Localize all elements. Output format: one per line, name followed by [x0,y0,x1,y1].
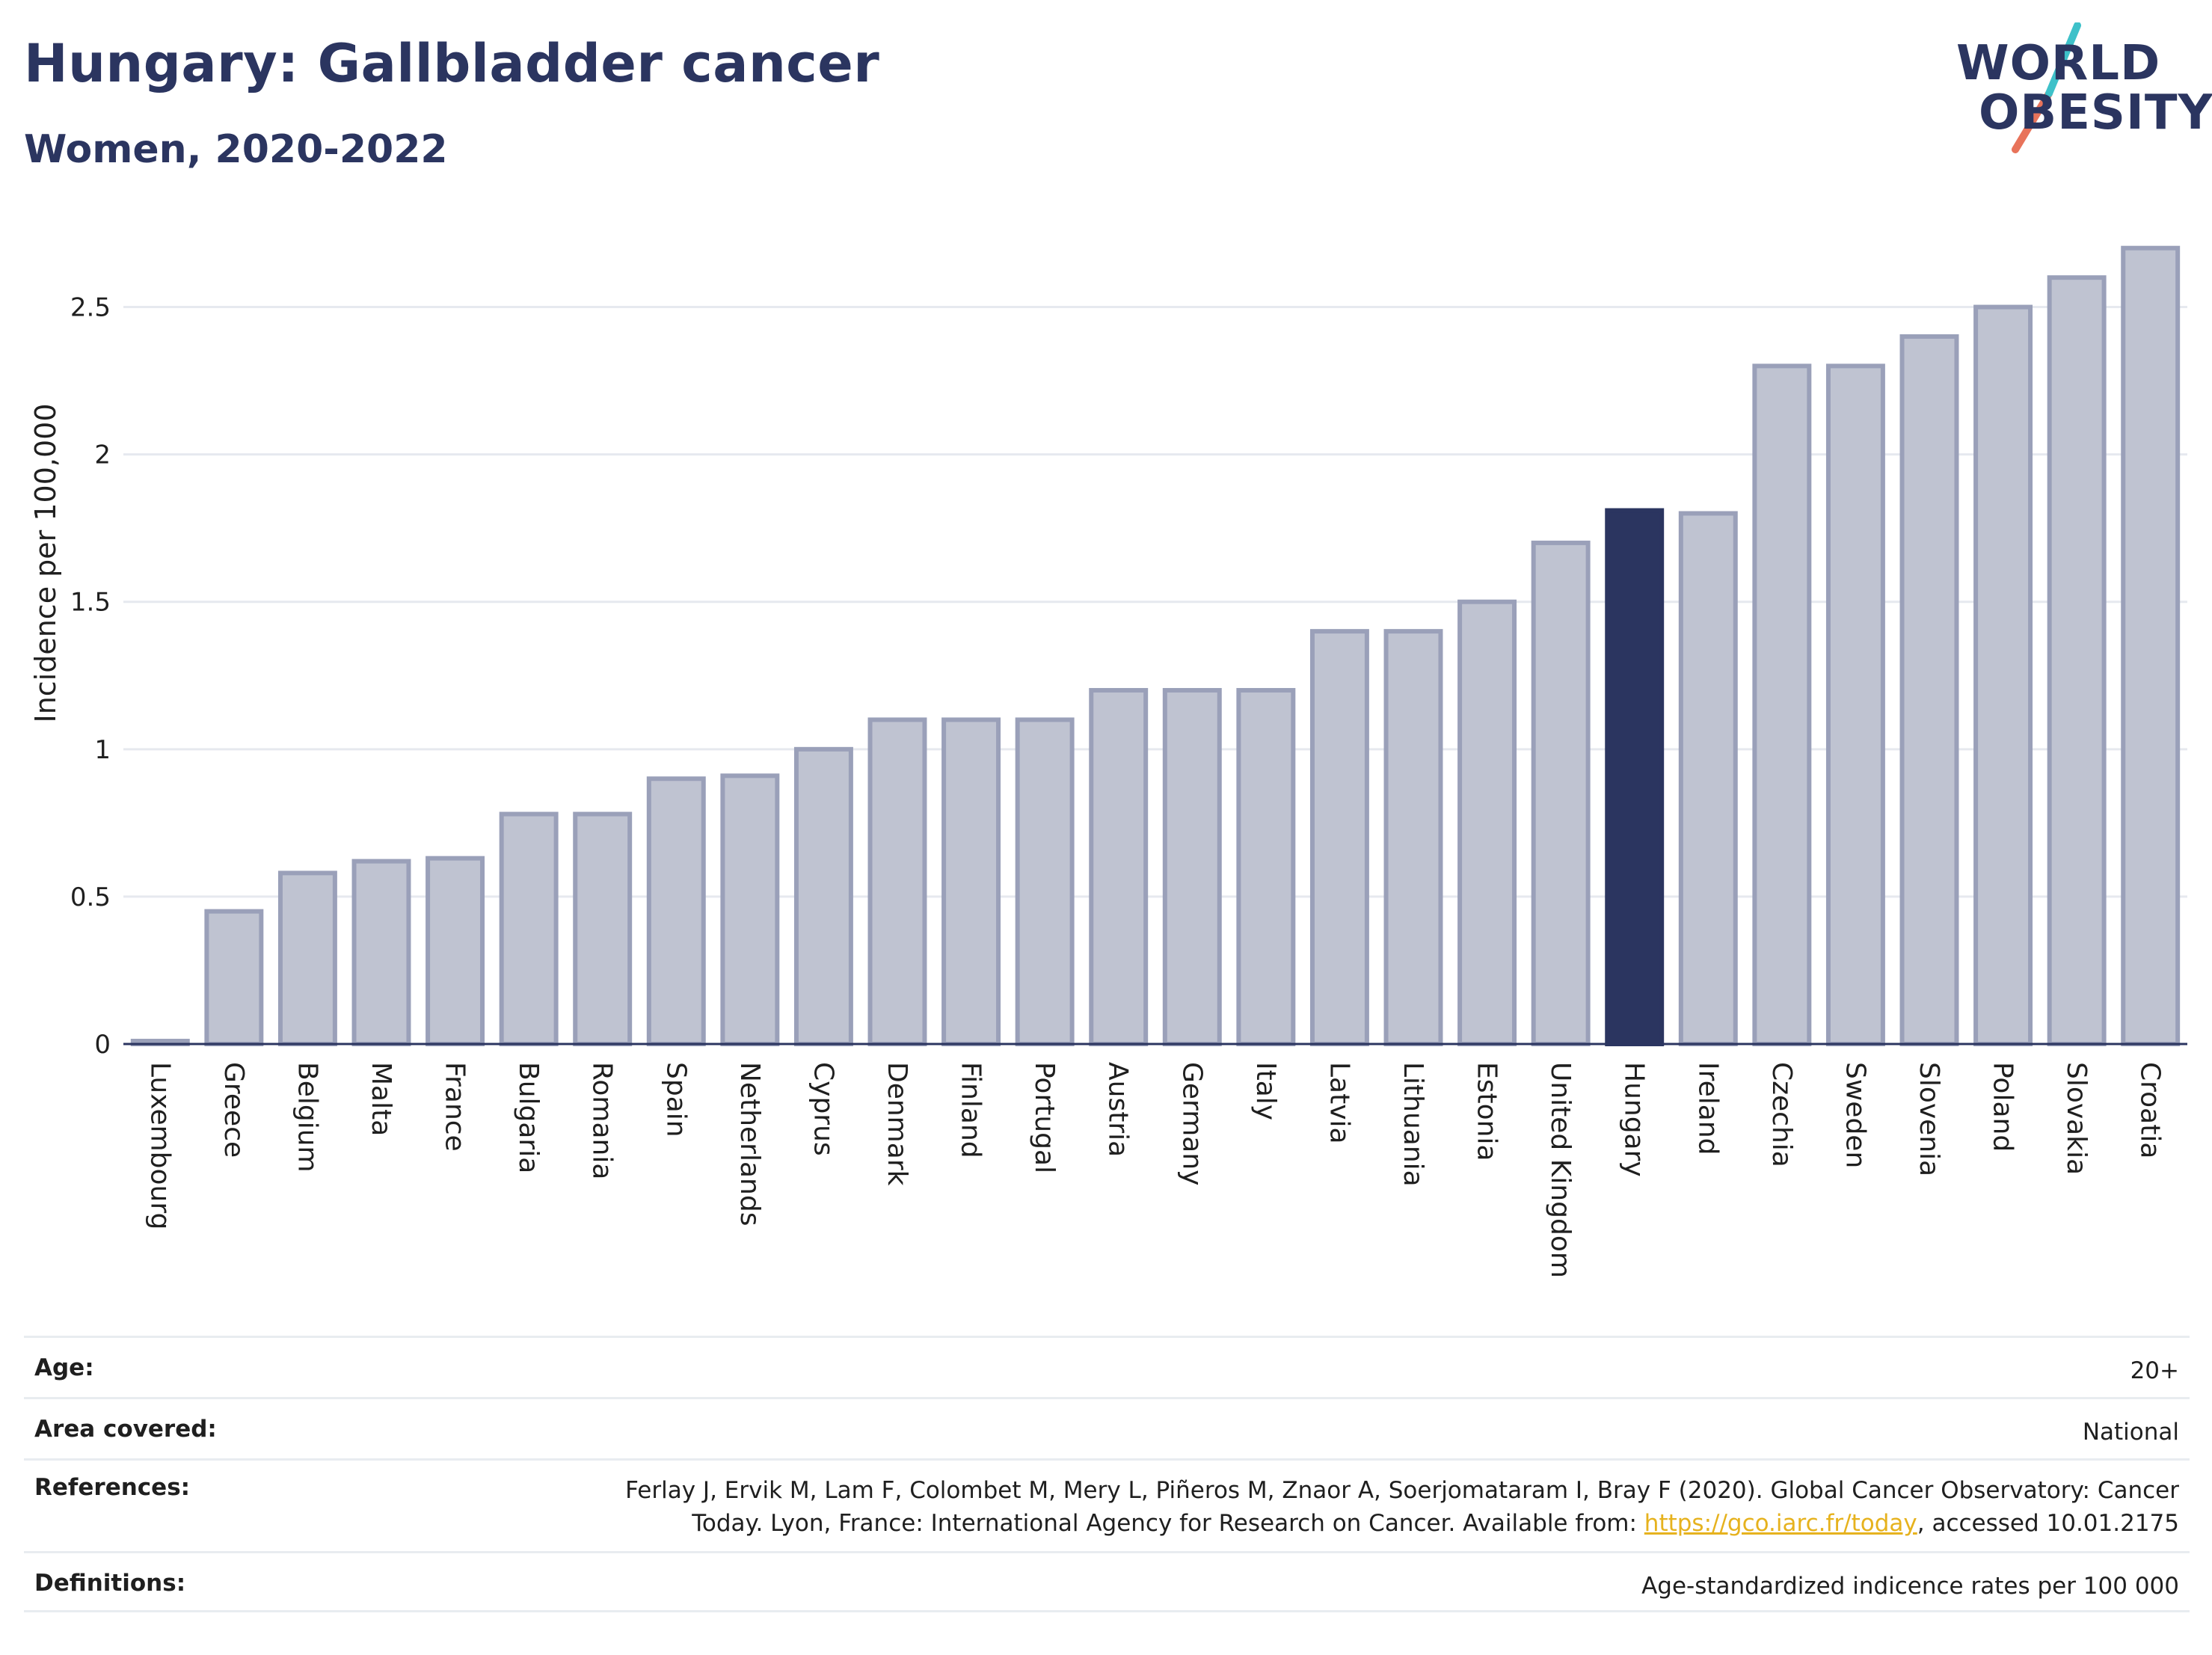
area-value: National [2082,1419,2179,1446]
bar-denmark [867,717,927,1047]
logo-slash-teal [2045,22,2081,97]
x-tick-label: Slovenia [1914,1062,1944,1176]
y-tick-label: 2.5 [70,293,111,323]
references-line2a: Today. Lyon, France: International Agenc… [692,1510,1644,1537]
meta-row-definitions: Definitions: Age-standardized indicence … [24,1551,2190,1612]
meta-row-area: Area covered: National [24,1397,2190,1458]
x-tick-label: United Kingdom [1545,1062,1576,1278]
metadata-table: Age: 20+ Area covered: National Referenc… [24,1336,2190,1612]
definitions-value: Age-standardized indicence rates per 100… [1641,1573,2179,1600]
y-tick-label: 2 [94,440,111,470]
bar-bulgaria [499,811,559,1047]
x-tick-label: Italy [1250,1062,1281,1120]
bar-chart: 0 0.5 1 1.5 2 2.5 Incidence per 100,000 Luxembo… [29,245,2187,1278]
x-tick-label: Lithuania [1398,1062,1428,1187]
x-tick-label: Latvia [1324,1062,1354,1144]
references-line1: Ferlay J, Ervik M, Lam F, Colombet M, Me… [625,1477,2179,1504]
x-tick-label: Ireland [1692,1062,1723,1155]
page-subtitle: Women, 2020-2022 [24,127,448,172]
definitions-label: Definitions: [34,1570,186,1597]
x-tick-label: Sweden [1840,1062,1870,1168]
x-tick-label: Poland [1988,1062,2018,1152]
references-line2b: , accessed 10.01.2175 [1917,1510,2179,1537]
y-tick-label: 1.5 [70,588,111,618]
x-tick-label: Germany [1176,1062,1207,1185]
x-tick-label: Hungary [1619,1062,1650,1177]
x-tick-label: Bulgaria [513,1062,544,1173]
age-label: Age: [34,1354,94,1381]
logo-word-obesity: OBESITY [1979,85,2212,141]
meta-row-references: References: Ferlay J, Ervik M, Lam F, Co… [24,1458,2190,1551]
references-link[interactable]: https://gco.iarc.fr/today [1644,1510,1917,1537]
world-obesity-logo: WORLD OBESITY [1944,22,2212,157]
x-tick-label: Belgium [292,1062,322,1173]
bar-czechia [1752,363,1812,1046]
x-tick-label: Austria [1103,1062,1134,1157]
x-tick-label: Estonia [1472,1062,1502,1161]
bar-portugal [1015,717,1075,1047]
bar-finland [941,717,1001,1047]
bar-germany [1162,687,1222,1046]
bar-croatia [2121,245,2181,1046]
logo-slash-icon [2012,22,2081,153]
references-value: Ferlay J, Ervik M, Lam F, Colombet M, Me… [625,1474,2179,1540]
bar-sweden [1825,363,1885,1046]
bar-austria [1089,687,1149,1046]
references-label: References: [34,1474,191,1501]
x-tick-label: Romania [587,1062,618,1179]
bar-estonia [1457,599,1517,1046]
age-value: 20+ [2130,1357,2179,1384]
bar-belgium [277,871,337,1047]
bar-slovenia [1899,334,1959,1047]
bar-ireland [1678,511,1738,1046]
x-tick-label: Luxembourg [144,1062,175,1229]
x-tick-label: Spain [660,1062,691,1137]
y-axis-title: Incidence per 100,000 [29,403,62,722]
bar-latvia [1309,629,1369,1046]
bar-italy [1236,687,1296,1046]
page-title: Hungary: Gallbladder cancer [24,33,880,94]
bar-lithuania [1383,629,1443,1046]
y-tick-label: 1 [94,735,111,765]
x-tick-label: Greece [218,1062,249,1158]
area-label: Area covered: [34,1416,217,1443]
x-tick-label: Slovakia [2061,1062,2092,1175]
x-tick-label: Cyprus [808,1062,838,1156]
logo-slash-red [2012,90,2053,153]
x-tick-label: Croatia [2135,1062,2166,1158]
y-tick-label: 0.5 [70,882,111,912]
meta-row-age: Age: 20+ [24,1336,2190,1397]
bar-united-kingdom [1531,540,1591,1046]
x-tick-label: Netherlands [734,1062,765,1226]
x-tick-label: Portugal [1029,1062,1060,1173]
bar-greece [204,909,264,1046]
bar-malta [351,859,411,1047]
x-tick-label: Finland [956,1062,986,1158]
bar-cyprus [793,746,853,1046]
bar-spain [646,776,706,1047]
bar-france [425,856,485,1047]
x-tick-label: Denmark [882,1062,912,1186]
x-tick-label: Malta [366,1062,396,1136]
bar-hungary [1605,508,1665,1047]
bar-netherlands [720,773,780,1046]
bar-slovakia [2047,275,2107,1046]
x-tick-label: France [440,1062,470,1152]
logo-word-world: WORLD [1956,36,2161,91]
x-tick-label: Czechia [1766,1062,1797,1167]
bar-poland [1973,304,2033,1046]
bar-romania [573,811,633,1047]
y-tick-label: 0 [94,1030,111,1060]
